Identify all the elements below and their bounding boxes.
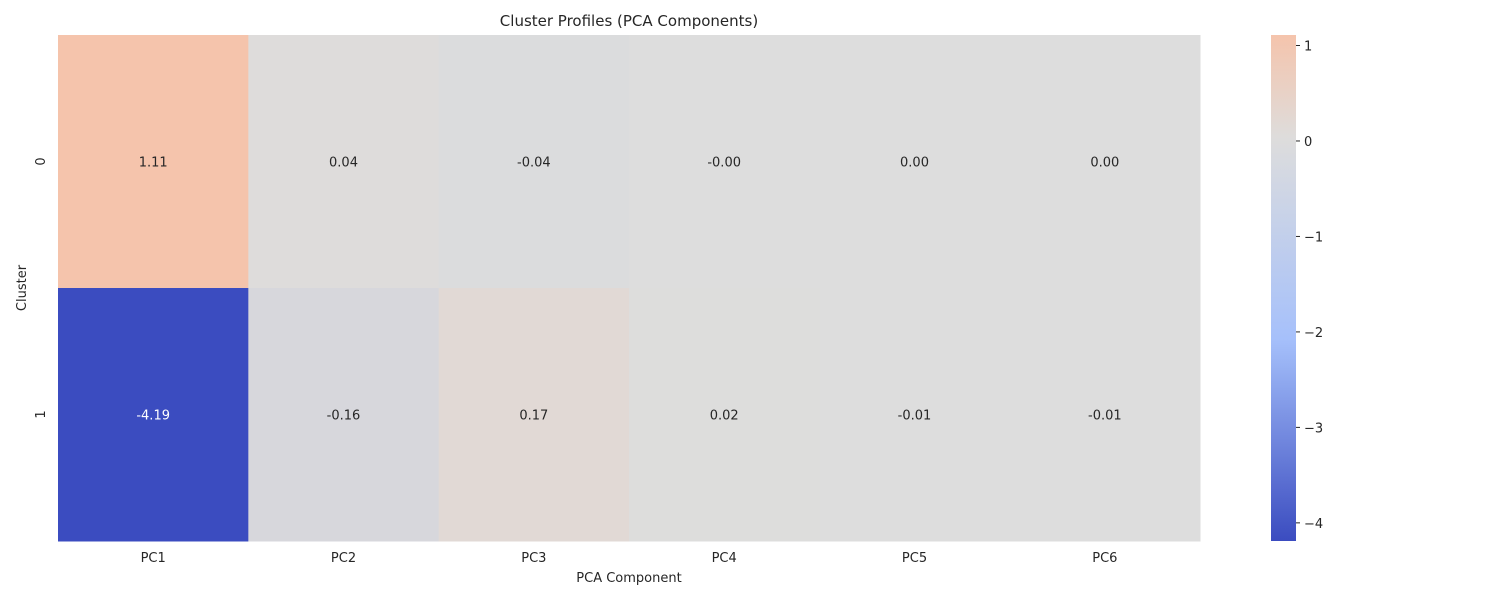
- x-tick-label: PC1: [141, 551, 166, 566]
- cell-value-label: -0.16: [327, 409, 361, 424]
- x-tick-label: PC5: [902, 551, 927, 566]
- heatmap-cell: [1009, 35, 1201, 289]
- cell-value-label: 0.00: [900, 156, 929, 171]
- y-axis-label: Cluster: [15, 264, 30, 311]
- heatmap-cell: [1009, 288, 1201, 542]
- x-axis-label: PCA Component: [576, 571, 681, 586]
- x-tick-label: PC2: [331, 551, 356, 566]
- cell-value-label: -0.01: [1088, 409, 1122, 424]
- heatmap-cell: [58, 35, 249, 289]
- colorbar-ticks: 1 0 −1 −2 −3 −4: [1296, 40, 1323, 532]
- heatmap-cell: [629, 35, 820, 289]
- x-tick-label: PC6: [1092, 551, 1117, 566]
- heatmap-cell: [438, 35, 630, 289]
- heatmap-cell: [58, 288, 249, 542]
- heatmap-cell-labels: 1.11 0.04 -0.04 -0.00 0.00 0.00 -4.19 -0.16 0.17…: [136, 156, 1121, 424]
- colorbar-tick-label: −2: [1304, 326, 1323, 341]
- heatmap-cell: [629, 288, 820, 542]
- x-tick-label: PC3: [521, 551, 546, 566]
- x-axis-ticks: PC1 PC2 PC3 PC4 PC5 PC6: [141, 551, 1118, 566]
- x-tick-label: PC4: [712, 551, 737, 566]
- cell-value-label: -0.04: [517, 156, 551, 171]
- cell-value-label: 0.02: [710, 409, 739, 424]
- heatmap-cell: [819, 35, 1011, 289]
- colorbar: [1271, 35, 1296, 541]
- cell-value-label: -0.01: [898, 409, 932, 424]
- y-tick-label: 0: [34, 157, 49, 165]
- cell-value-label: -4.19: [136, 409, 170, 424]
- colorbar-tick-label: 1: [1304, 40, 1312, 55]
- cell-value-label: 0.04: [329, 156, 358, 171]
- heatmap-cell: [438, 288, 630, 542]
- colorbar-tick-label: 0: [1304, 135, 1312, 150]
- heatmap-cell: [819, 288, 1011, 542]
- heatmap-cell: [248, 288, 440, 542]
- y-tick-label: 1: [34, 410, 49, 418]
- colorbar-tick-label: −4: [1304, 517, 1323, 532]
- cell-value-label: 0.17: [519, 409, 548, 424]
- colorbar-tick-label: −1: [1304, 230, 1323, 245]
- cell-value-label: 1.11: [139, 156, 168, 171]
- heatmap-cell: [248, 35, 440, 289]
- cell-value-label: 0.00: [1090, 156, 1119, 171]
- y-axis-ticks: 01: [34, 157, 49, 418]
- colorbar-tick-label: −3: [1304, 421, 1323, 436]
- chart-title: Cluster Profiles (PCA Components): [500, 12, 758, 30]
- cell-value-label: -0.00: [707, 156, 741, 171]
- heatmap-cells: [58, 35, 1201, 542]
